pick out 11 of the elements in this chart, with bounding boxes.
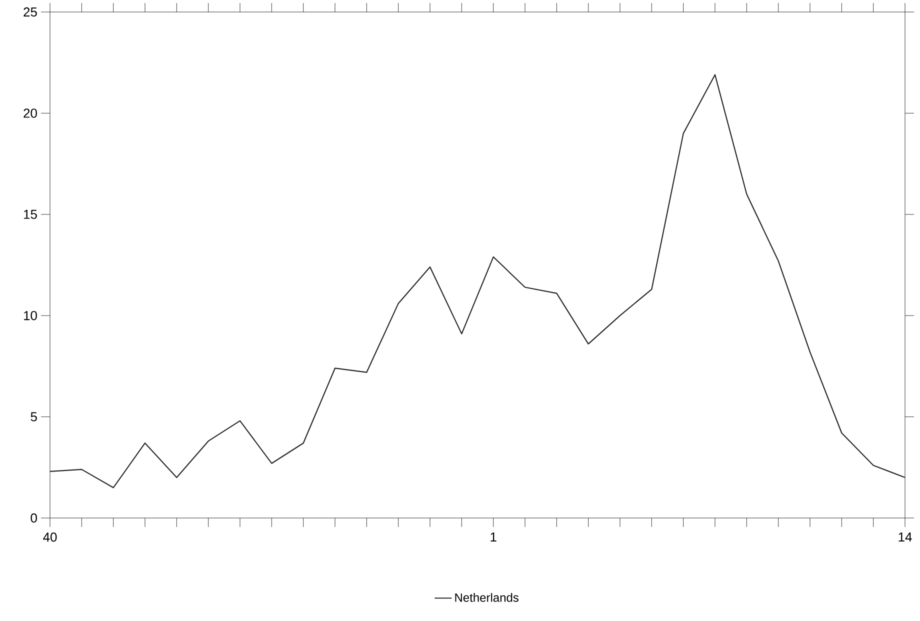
y-tick-label: 15 (24, 210, 37, 219)
y-tick-label: 10 (24, 310, 37, 320)
y-tick-label: 0 (30, 513, 37, 523)
legend-label: Netherlands (455, 593, 518, 602)
y-tick-label: 25 (24, 7, 37, 17)
x-tick-label: 14 (898, 532, 912, 542)
x-tick-label: 40 (43, 532, 57, 542)
x-tick-label: 1 (490, 532, 496, 542)
line-series (50, 74, 906, 488)
y-tick-label: 5 (30, 412, 37, 422)
y-tick-label: 20 (24, 108, 37, 118)
